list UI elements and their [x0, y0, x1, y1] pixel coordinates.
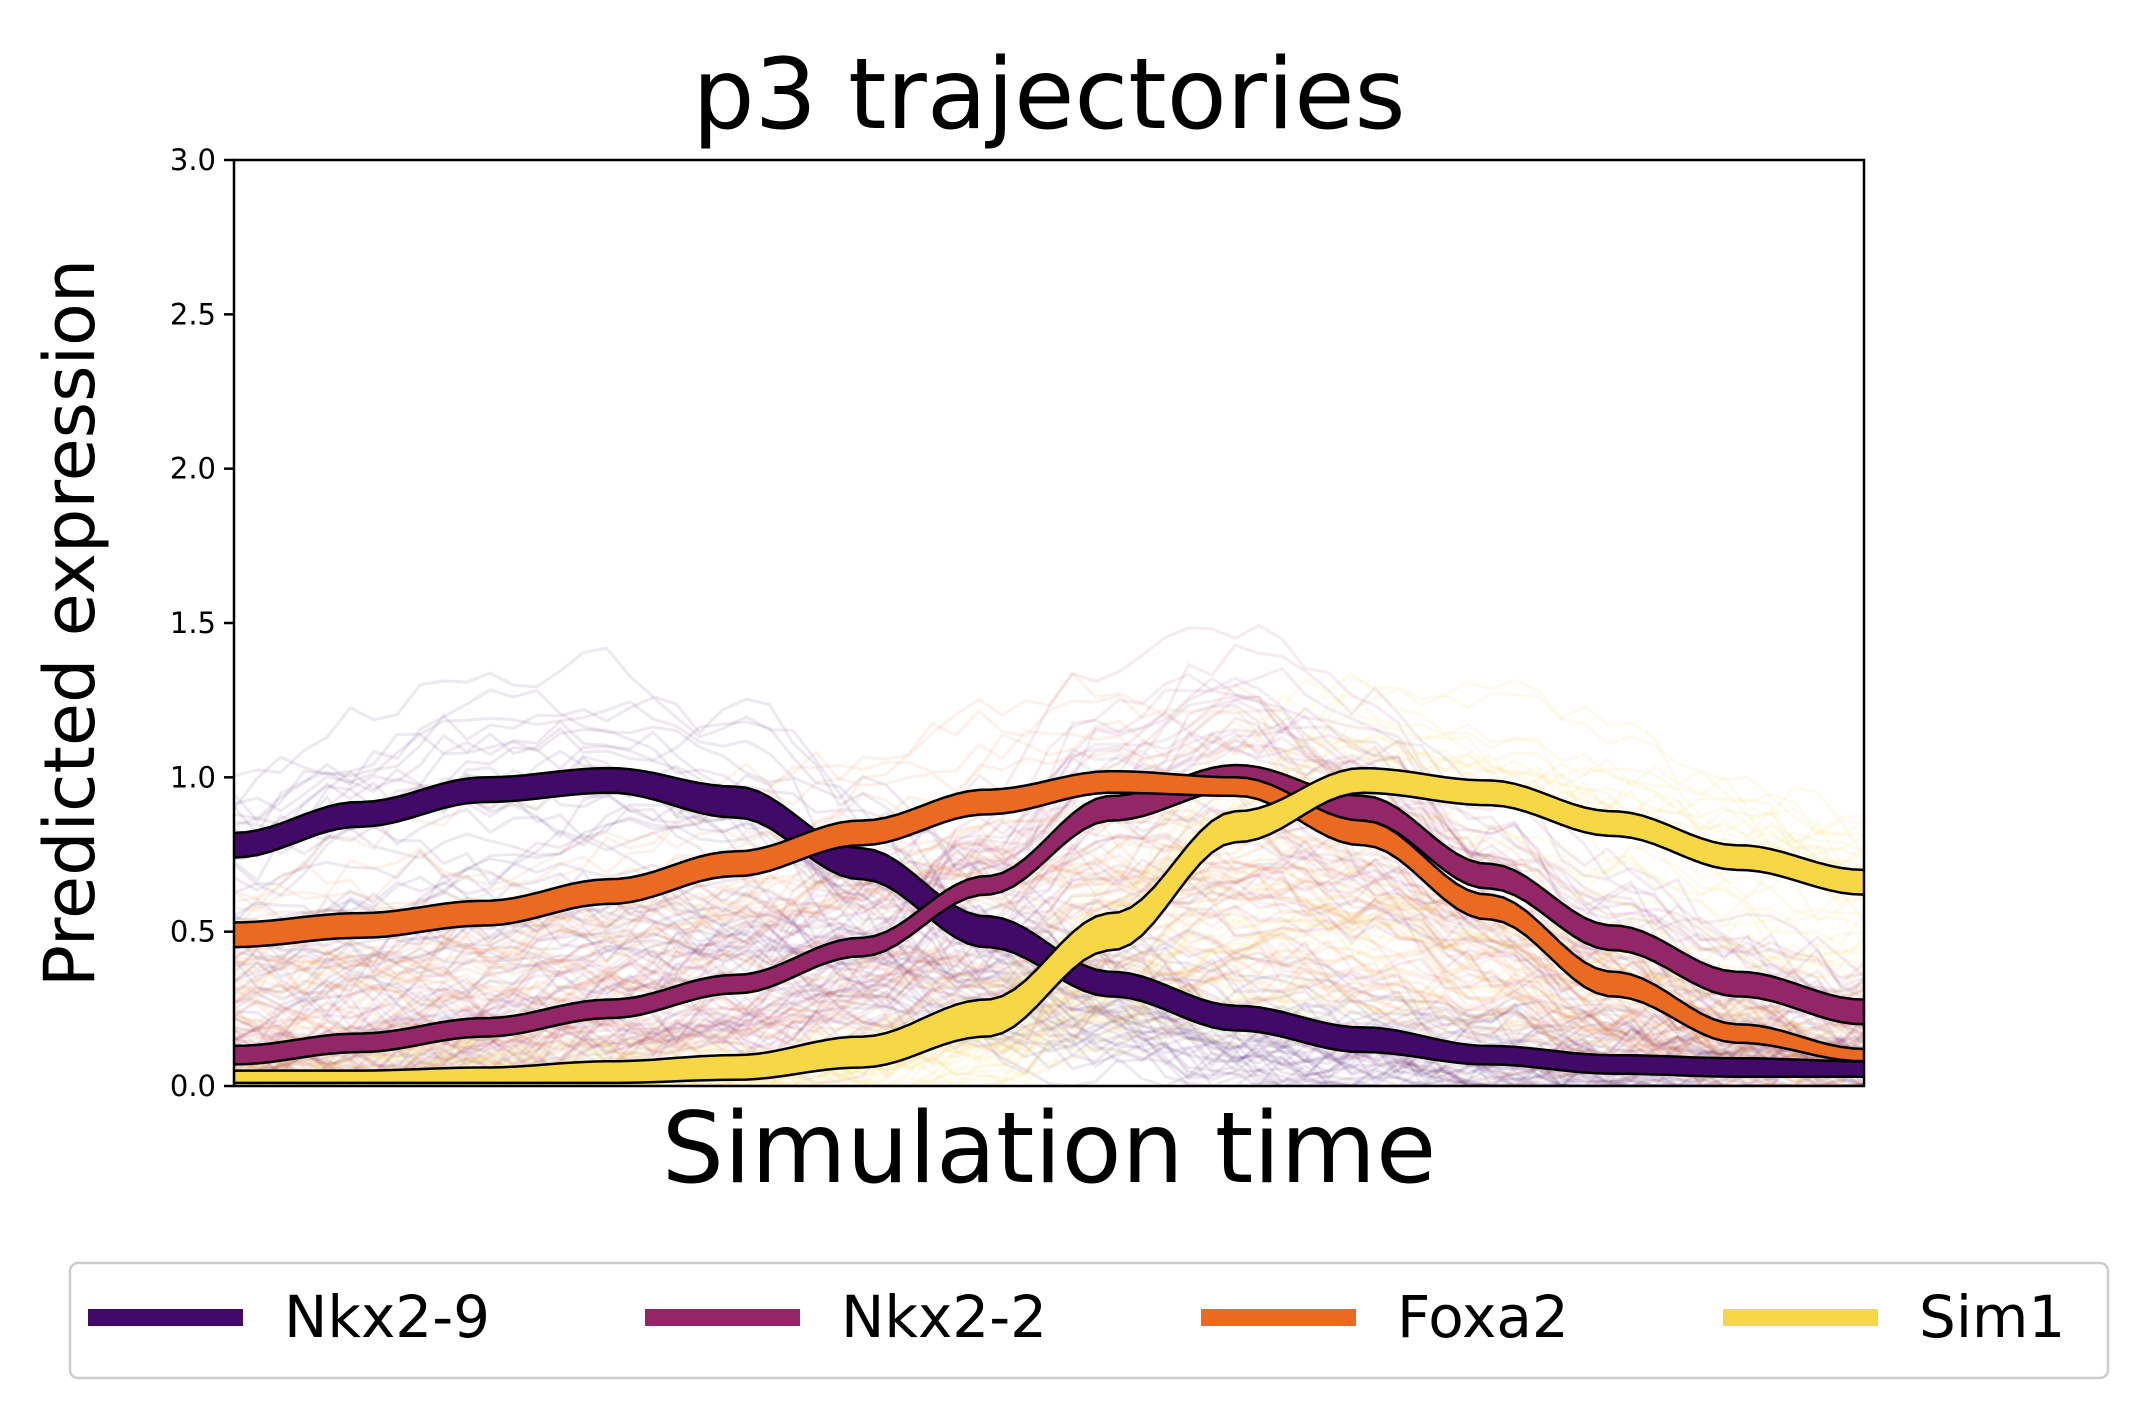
- trajectory-line: [234, 843, 1864, 1068]
- trajectory-line: [234, 794, 1864, 1073]
- trajectory-line: [234, 947, 1864, 1086]
- trajectory-line: [234, 623, 1864, 1062]
- y-tick-label: 0.0: [170, 1069, 216, 1103]
- y-axis-label: Predicted expression: [29, 259, 111, 987]
- trajectory-line: [234, 942, 1864, 1086]
- trajectory-line: [234, 944, 1864, 1062]
- mean-lower-outline: [234, 788, 1864, 1066]
- trajectory-line: [234, 694, 1864, 1077]
- legend-swatch-nkx2-9: [88, 1309, 243, 1326]
- y-axis: 0.0 0.5 1.0 1.5 2.0 2.5 3.0: [170, 143, 234, 1103]
- mean-lower-outline: [234, 791, 1864, 1063]
- trajectory-line: [234, 877, 1864, 1086]
- trajectory-line: [234, 961, 1864, 1086]
- mean-upper-outline: [234, 766, 1864, 1072]
- trajectory-line: [234, 993, 1864, 1085]
- chart-title: p3 trajectories: [692, 38, 1405, 152]
- trajectory-line: [234, 810, 1864, 1086]
- trajectory-line: [234, 688, 1864, 1076]
- trajectory-line: [234, 888, 1864, 1086]
- trajectory-line: [234, 970, 1864, 1086]
- trajectory-line: [234, 824, 1864, 1086]
- trajectory-line: [234, 714, 1864, 1067]
- trajectory-line: [234, 877, 1864, 1086]
- trajectory-line: [234, 719, 1864, 1086]
- y-tick-label: 3.0: [170, 143, 216, 177]
- trajectory-line: [234, 853, 1864, 1084]
- trajectory-line: [234, 731, 1864, 1086]
- trajectory-line: [234, 646, 1864, 1079]
- legend-box: [68, 1261, 2110, 1380]
- legend-label: Sim1: [1919, 1283, 2065, 1351]
- legend-swatch-nkx2-2: [645, 1309, 800, 1326]
- y-tick-label: 2.0: [170, 452, 216, 486]
- mean-upper-outline: [234, 769, 1864, 1051]
- legend-label: Foxa2: [1397, 1283, 1569, 1351]
- trajectory-line: [234, 695, 1864, 1063]
- trajectory-line: [234, 847, 1864, 1075]
- trajectory-line: [234, 898, 1864, 1086]
- trajectory-line: [234, 913, 1864, 1086]
- legend: Nkx2-9 Nkx2-2 Foxa2 Sim1: [68, 1261, 2110, 1380]
- trajectory-line: [234, 804, 1864, 1077]
- mean-band-nkx2-9: [234, 768, 1864, 1077]
- trajectory-line: [234, 876, 1864, 1086]
- legend-label: Nkx2-9: [284, 1283, 490, 1351]
- trajectory-line: [234, 666, 1864, 1033]
- y-tick-label: 0.5: [170, 915, 216, 949]
- trajectory-line: [234, 809, 1864, 1086]
- mean-curves: [234, 763, 1864, 1085]
- trajectory-line: [234, 973, 1864, 1086]
- y-tick-label: 1.0: [170, 760, 216, 794]
- y-tick-label: 1.5: [170, 606, 216, 640]
- trajectory-line: [234, 968, 1864, 1066]
- trajectory-line: [234, 694, 1864, 1053]
- trajectory-line: [234, 929, 1864, 1086]
- trajectory-line: [234, 775, 1864, 1086]
- mean-band-nkx2-2: [234, 765, 1864, 1065]
- x-axis-label: Simulation time: [662, 1092, 1437, 1206]
- trajectory-line: [234, 841, 1864, 1086]
- trajectory-line: [234, 914, 1864, 1086]
- trajectory-line: [234, 721, 1864, 1079]
- trajectory-line: [234, 840, 1864, 1077]
- trajectory-line: [234, 731, 1864, 1052]
- y-tick-label: 2.5: [170, 297, 216, 331]
- legend-swatch-sim1: [1723, 1309, 1878, 1326]
- trajectory-line: [234, 703, 1864, 1044]
- trajectory-line: [234, 906, 1864, 1069]
- trajectory-line: [234, 706, 1864, 1060]
- mean-lower-outline: [234, 791, 1864, 1085]
- legend-swatch-foxa2: [1201, 1309, 1356, 1326]
- trajectory-line: [234, 874, 1864, 1076]
- trajectory-line: [234, 867, 1864, 1061]
- trajectory-line: [234, 834, 1864, 1045]
- legend-label: Nkx2-2: [841, 1283, 1047, 1351]
- trajectory-line: [234, 915, 1864, 1075]
- mean-upper-outline: [234, 766, 1864, 1063]
- trajectory-line: [234, 821, 1864, 1086]
- mean-upper-outline: [234, 763, 1864, 1048]
- trajectory-line: [234, 900, 1864, 1086]
